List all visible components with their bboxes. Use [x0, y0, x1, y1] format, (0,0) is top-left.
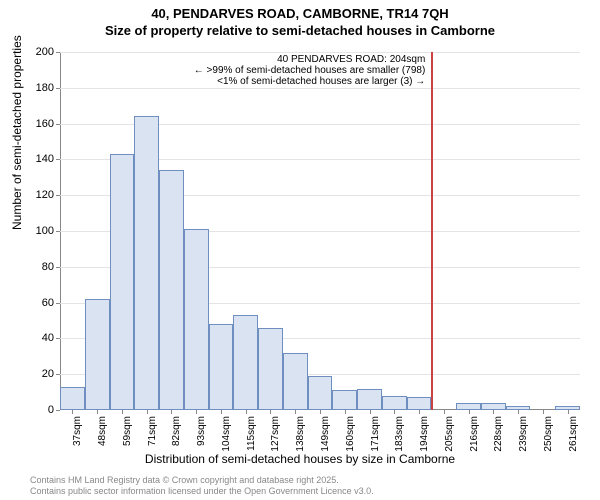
y-tick-mark — [56, 303, 60, 304]
histogram-bar — [60, 387, 85, 410]
y-tick-label: 140 — [24, 153, 54, 165]
x-tick-mark — [469, 410, 470, 414]
x-tick-mark — [345, 410, 346, 414]
y-tick-label: 180 — [24, 82, 54, 94]
y-tick-label: 40 — [24, 332, 54, 344]
y-tick-label: 20 — [24, 368, 54, 380]
y-tick-mark — [56, 410, 60, 411]
x-tick-mark — [97, 410, 98, 414]
y-tick-label: 60 — [24, 297, 54, 309]
y-tick-mark — [56, 52, 60, 53]
x-tick-mark — [543, 410, 544, 414]
x-tick-mark — [568, 410, 569, 414]
title-line-1: 40, PENDARVES ROAD, CAMBORNE, TR14 7QH — [0, 0, 600, 21]
histogram-bar — [134, 116, 159, 410]
annotation-line-2: ← >99% of semi-detached houses are small… — [194, 65, 426, 76]
x-tick-mark — [370, 410, 371, 414]
x-tick-mark — [444, 410, 445, 414]
y-tick-mark — [56, 338, 60, 339]
y-tick-label: 120 — [24, 189, 54, 201]
reference-annotation: 40 PENDARVES ROAD: 204sqm← >99% of semi-… — [194, 54, 426, 87]
y-tick-mark — [56, 124, 60, 125]
histogram-bar — [110, 154, 135, 410]
grid-line — [60, 52, 580, 53]
x-tick-mark — [147, 410, 148, 414]
y-tick-label: 200 — [24, 46, 54, 58]
footer-line-2: Contains public sector information licen… — [30, 486, 374, 497]
y-tick-mark — [56, 267, 60, 268]
x-tick-mark — [171, 410, 172, 414]
histogram-bar — [209, 324, 234, 410]
footer: Contains HM Land Registry data © Crown c… — [30, 475, 374, 497]
histogram-bar — [283, 353, 308, 410]
x-tick-mark — [270, 410, 271, 414]
x-tick-mark — [295, 410, 296, 414]
histogram-bar — [407, 397, 432, 410]
x-axis-title: Distribution of semi-detached houses by … — [0, 452, 600, 466]
y-tick-mark — [56, 159, 60, 160]
histogram-bar — [233, 315, 258, 410]
histogram-bar — [308, 376, 333, 410]
histogram-bar — [258, 328, 283, 410]
chart-container: 40, PENDARVES ROAD, CAMBORNE, TR14 7QH S… — [0, 0, 600, 500]
annotation-line-1: 40 PENDARVES ROAD: 204sqm — [194, 54, 426, 65]
y-tick-mark — [56, 195, 60, 196]
histogram-bar — [481, 403, 506, 410]
x-tick-mark — [246, 410, 247, 414]
y-axis-title: Number of semi-detached properties — [10, 35, 24, 230]
histogram-bar — [382, 396, 407, 410]
x-tick-mark — [419, 410, 420, 414]
y-tick-label: 0 — [24, 404, 54, 416]
plot: 37sqm48sqm59sqm71sqm82sqm93sqm104sqm115s… — [60, 52, 580, 410]
y-tick-label: 100 — [24, 225, 54, 237]
histogram-bar — [184, 229, 209, 410]
histogram-bar — [85, 299, 110, 410]
x-tick-mark — [122, 410, 123, 414]
y-tick-mark — [56, 374, 60, 375]
annotation-line-3: <1% of semi-detached houses are larger (… — [194, 76, 426, 87]
y-tick-mark — [56, 88, 60, 89]
grid-line — [60, 88, 580, 89]
footer-line-1: Contains HM Land Registry data © Crown c… — [30, 475, 374, 486]
x-tick-mark — [518, 410, 519, 414]
reference-line — [431, 52, 433, 410]
histogram-bar — [332, 390, 357, 410]
x-tick-mark — [196, 410, 197, 414]
y-tick-mark — [56, 231, 60, 232]
x-tick-mark — [72, 410, 73, 414]
histogram-bar — [456, 403, 481, 410]
x-tick-mark — [320, 410, 321, 414]
x-tick-mark — [221, 410, 222, 414]
x-tick-mark — [493, 410, 494, 414]
y-tick-label: 80 — [24, 261, 54, 273]
title-line-2: Size of property relative to semi-detach… — [0, 21, 600, 38]
histogram-bar — [357, 389, 382, 410]
histogram-bar — [159, 170, 184, 410]
y-tick-label: 160 — [24, 118, 54, 130]
chart-area: 37sqm48sqm59sqm71sqm82sqm93sqm104sqm115s… — [60, 52, 580, 410]
x-tick-mark — [394, 410, 395, 414]
